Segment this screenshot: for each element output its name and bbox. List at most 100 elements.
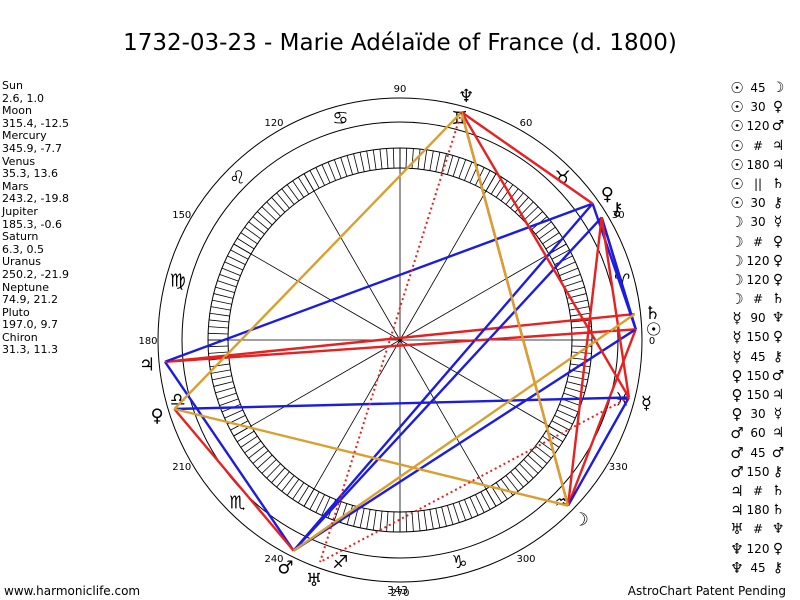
aspect-planet-2: ♀ xyxy=(772,99,784,116)
aspect-planet-2: ♄ xyxy=(771,502,785,519)
degree-tick xyxy=(556,409,576,419)
aspect-planet-1: ☽ xyxy=(730,251,744,270)
planet-icon: ♀ xyxy=(601,184,614,205)
aspect-line xyxy=(566,328,637,507)
aspect-type: 30 xyxy=(750,100,766,115)
planet-icon: ♃ xyxy=(139,354,155,375)
aspect-planet-2: ♆ xyxy=(771,310,785,327)
aspect-type: 150 xyxy=(746,330,770,345)
zodiac-sign-icon: ♌ xyxy=(229,167,245,188)
planet-position-list: Sun 2.6, 1.0 Moon 315.4, -12.5 Mercury 345.9,… xyxy=(2,79,69,357)
aspect-planet-2: ♀ xyxy=(772,271,784,288)
aspect-type: || xyxy=(753,176,763,191)
degree-tick xyxy=(411,148,414,169)
degree-tick xyxy=(333,501,342,521)
degree-tick xyxy=(571,351,592,354)
planet-icon: ♀ xyxy=(151,405,164,426)
degree-tick xyxy=(244,440,262,454)
planet-position: 2.6, 1.0 xyxy=(2,91,44,105)
aspect-line xyxy=(174,396,629,411)
aspect-type: 45 xyxy=(750,445,766,460)
aspect-planet-2: ♀ xyxy=(772,540,784,557)
degree-tick xyxy=(213,293,234,299)
aspect-planet-1: ☽ xyxy=(730,290,744,309)
zodiac-sign-icon: ♋ xyxy=(332,108,348,129)
aspect-type: 120 xyxy=(746,541,770,556)
aspect-planet-2: ⚷ xyxy=(772,195,784,212)
aspect-row: ☉ 45 ☽ xyxy=(728,79,800,98)
aspect-planet-1: ♀ xyxy=(731,386,743,404)
aspect-planet-1: ♀ xyxy=(731,366,743,385)
planet-name: Jupiter xyxy=(2,204,38,218)
planet-position: 315.4, -12.5 xyxy=(2,116,69,130)
degree-tick xyxy=(510,471,524,488)
aspect-line xyxy=(567,217,603,506)
planet-icon: ♆ xyxy=(458,86,474,107)
aspect-planet-2: ♄ xyxy=(771,175,785,192)
planet-name: Saturn xyxy=(2,230,39,244)
aspect-planet-1: ☉ xyxy=(730,194,744,213)
degree-tick xyxy=(514,197,529,213)
footer-website-link[interactable]: www.harmoniclife.com xyxy=(4,584,141,598)
degree-tick xyxy=(531,450,548,464)
degree-tick xyxy=(417,149,421,169)
aspect-row: ♅ # ♆ xyxy=(728,520,800,539)
degree-label: 330 xyxy=(609,462,628,473)
aspect-type: # xyxy=(752,292,764,307)
degree-tick xyxy=(208,345,229,348)
degree-tick xyxy=(236,237,255,250)
degree-tick xyxy=(495,482,508,500)
aspect-row: ♃ 180 ♄ xyxy=(728,501,800,520)
aspect-row: ☉ # ♃ xyxy=(728,137,800,156)
degree-tick xyxy=(309,491,320,510)
aspect-planet-1: ☽ xyxy=(730,213,744,232)
aspect-row: ♆ 120 ♀ xyxy=(728,540,800,559)
aspect-planet-2: ☽ xyxy=(771,80,785,96)
degree-tick xyxy=(490,485,503,504)
aspect-planet-1: ☿ xyxy=(732,328,742,347)
degree-tick xyxy=(208,351,229,354)
aspect-type: # xyxy=(752,138,764,153)
degree-tick xyxy=(429,509,434,530)
aspect-line xyxy=(460,111,630,399)
aspect-type: 150 xyxy=(746,464,770,479)
aspect-type: 30 xyxy=(750,215,766,230)
zodiac-sign-icon: ♍ xyxy=(170,270,186,291)
degree-tick xyxy=(340,157,348,177)
aspect-type: 60 xyxy=(750,426,766,441)
degree-tick xyxy=(219,273,239,282)
degree-tick xyxy=(244,226,262,240)
degree-tick xyxy=(379,149,383,169)
planet-position: 31.3, 11.3 xyxy=(2,343,58,357)
aspect-row: ♀ 30 ☿ xyxy=(728,405,800,424)
aspect-type: # xyxy=(752,234,764,249)
planet-name: Moon xyxy=(2,104,32,118)
aspect-planet-1: ♅ xyxy=(730,520,744,539)
planet-position: 250.2, -21.9 xyxy=(2,267,69,281)
zodiac-sign-icon: ♐ xyxy=(332,552,348,573)
aspect-line xyxy=(164,202,594,363)
degree-tick xyxy=(554,415,573,425)
degree-tick xyxy=(514,467,529,483)
degree-tick xyxy=(568,299,588,305)
aspect-row: ♀ 150 ♂ xyxy=(728,367,800,386)
aspect-line xyxy=(460,111,570,507)
aspect-planet-2: ♃ xyxy=(771,387,785,403)
degree-tick xyxy=(464,161,473,181)
degree-tick xyxy=(212,375,232,381)
degree-tick xyxy=(386,148,389,169)
degree-tick xyxy=(252,450,269,464)
planet-name: Pluto xyxy=(2,305,30,319)
degree-tick xyxy=(423,149,428,170)
house-spoke xyxy=(399,243,567,341)
degree-tick xyxy=(271,467,286,483)
house-spoke xyxy=(303,173,401,341)
degree-tick xyxy=(213,381,234,387)
planet-name: Venus xyxy=(2,154,36,168)
planet-name: Mercury xyxy=(2,129,47,143)
degree-tick xyxy=(266,201,281,217)
aspect-row: ☿ 150 ♀ xyxy=(728,328,800,347)
degree-tick xyxy=(309,170,320,189)
degree-tick xyxy=(538,226,556,240)
aspect-planet-2: ♆ xyxy=(771,521,785,538)
